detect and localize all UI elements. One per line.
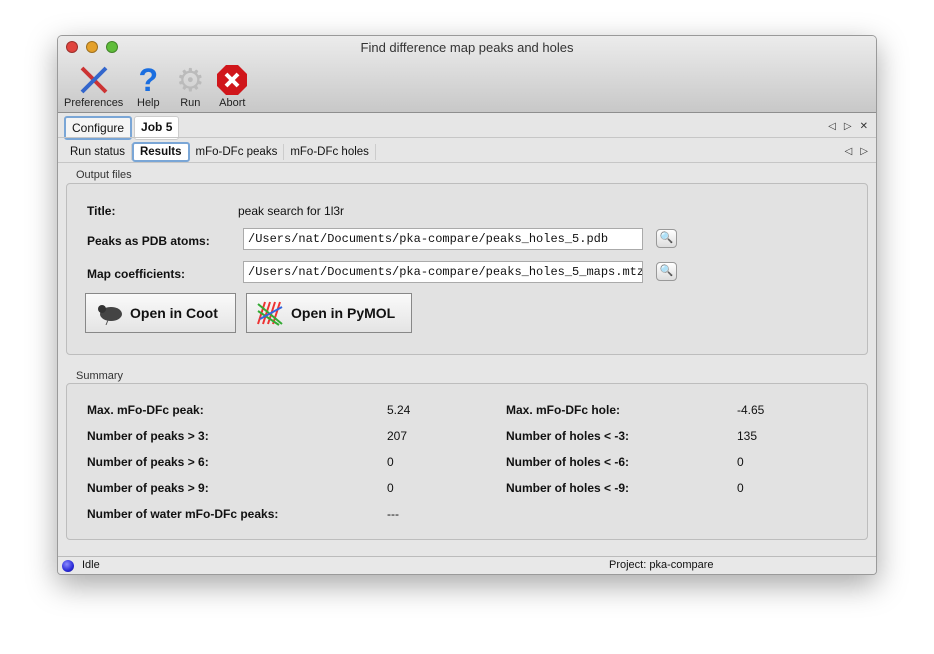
pdb-browse-button[interactable]: 🔍	[656, 229, 677, 248]
subtab-scroll-left-icon[interactable]: ◁	[844, 146, 853, 157]
abort-button[interactable]: Abort	[215, 63, 249, 109]
magnifier-icon: 🔍	[659, 232, 674, 244]
open-coot-label: Open in Coot	[130, 305, 218, 321]
project-text: Project: pka-compare	[609, 559, 714, 571]
summary-right-value: -4.65	[737, 403, 765, 417]
app-window: Find difference map peaks and holes Pref…	[57, 35, 877, 575]
tab-scroll-left-icon[interactable]: ◁	[828, 121, 836, 132]
open-pymol-label: Open in PyMOL	[291, 305, 396, 321]
title-value: peak search for 1l3r	[238, 204, 345, 218]
output-files-group: Title: peak search for 1l3r Peaks as PDB…	[66, 183, 868, 355]
status-bar: Idle Project: pka-compare	[58, 556, 876, 574]
tab-scroll-right-icon[interactable]: ▷	[843, 121, 852, 132]
summary-left-label: Max. mFo-DFc peak:	[87, 403, 204, 417]
gear-icon: ⚙	[175, 62, 205, 98]
summary-left-value: 0	[387, 455, 394, 469]
tab-configure[interactable]: Configure	[64, 116, 133, 140]
summary-label: Summary	[76, 370, 124, 382]
summary-right-label: Number of holes < -6:	[506, 455, 630, 469]
map-label: Map coefficients:	[87, 267, 186, 281]
summary-left-value: 0	[387, 481, 394, 495]
summary-right-value: 0	[737, 455, 744, 469]
tab-job[interactable]: Job 5	[134, 116, 180, 140]
status-text: Idle	[82, 559, 100, 571]
run-button[interactable]: ⚙ Run	[173, 62, 207, 109]
summary-left-value: 207	[387, 429, 408, 443]
question-icon: ?	[138, 61, 159, 98]
close-window-button[interactable]	[66, 41, 78, 53]
close-tab-icon[interactable]: ✕	[859, 121, 868, 132]
stop-icon	[215, 63, 249, 97]
map-browse-button[interactable]: 🔍	[656, 262, 677, 281]
coot-bird-icon	[98, 305, 122, 325]
magnifier-icon: 🔍	[659, 265, 674, 277]
summary-right-label: Max. mFo-DFc hole:	[506, 403, 621, 417]
summary-left-label: Number of peaks > 6:	[87, 455, 209, 469]
title-label: Title:	[87, 204, 116, 218]
help-label: Help	[137, 97, 160, 109]
tools-icon	[77, 63, 111, 97]
summary-right-value: 135	[737, 429, 758, 443]
summary-right-label: Number of holes < -3:	[506, 429, 630, 443]
pdb-label: Peaks as PDB atoms:	[87, 234, 210, 248]
run-label: Run	[180, 97, 201, 109]
subtab-results[interactable]: Results	[131, 142, 190, 162]
abort-label: Abort	[219, 97, 246, 109]
summary-group: Max. mFo-DFc peak: 5.24 Number of peaks …	[66, 383, 868, 540]
subtab-holes[interactable]: mFo-DFc holes	[284, 144, 376, 160]
preferences-label: Preferences	[64, 97, 124, 109]
minimize-window-button[interactable]	[86, 41, 98, 53]
zoom-window-button[interactable]	[106, 41, 118, 53]
pdb-path-field[interactable]: /Users/nat/Documents/pka-compare/peaks_h…	[243, 228, 643, 250]
open-pymol-button[interactable]: Open in PyMOL	[246, 293, 412, 333]
title-bar: Find difference map peaks and holes Pref…	[58, 36, 876, 113]
help-button[interactable]: ? Help	[131, 61, 165, 110]
summary-left-value: ---	[387, 507, 399, 521]
open-coot-button[interactable]: Open in Coot	[85, 293, 236, 333]
summary-left-label: Number of peaks > 3:	[87, 429, 209, 443]
summary-left-value: 5.24	[387, 403, 411, 417]
status-indicator-icon	[62, 560, 74, 572]
output-files-label: Output files	[76, 169, 132, 181]
summary-left-label: Number of water mFo-DFc peaks:	[87, 507, 279, 521]
map-path-field[interactable]: /Users/nat/Documents/pka-compare/peaks_h…	[243, 261, 643, 283]
subtab-scroll-right-icon[interactable]: ▷	[860, 146, 868, 157]
window-title: Find difference map peaks and holes	[360, 40, 574, 55]
preferences-button[interactable]: Preferences	[64, 63, 123, 109]
pymol-icon	[257, 301, 283, 326]
subtab-run-status[interactable]: Run status	[64, 144, 132, 160]
subtab-peaks[interactable]: mFo-DFc peaks	[190, 144, 285, 160]
summary-right-value: 0	[737, 481, 744, 495]
summary-right-label: Number of holes < -9:	[506, 481, 630, 495]
summary-left-label: Number of peaks > 9:	[87, 481, 209, 495]
